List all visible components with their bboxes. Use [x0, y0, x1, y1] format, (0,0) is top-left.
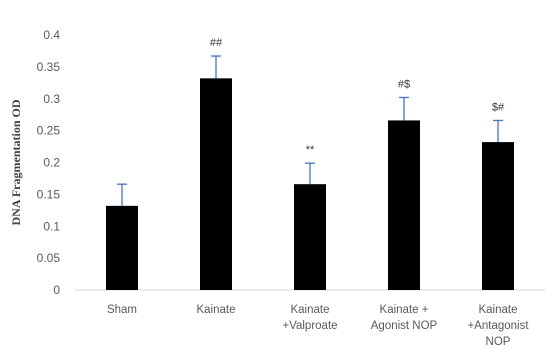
x-category-label-line: Kainate [290, 304, 329, 316]
bar [200, 78, 232, 290]
x-category-label-line: Kainate + [380, 304, 429, 316]
y-tick-label: 0 [53, 283, 60, 297]
x-category-label-line: Kainate [196, 304, 235, 316]
x-category-label-line: Agonist NOP [371, 320, 438, 332]
y-tick-label: 0.25 [37, 124, 61, 138]
y-axis-title: DNA Fragmentation OD [9, 99, 23, 225]
significance-label: ## [210, 37, 223, 49]
y-tick-label: 0.05 [37, 251, 61, 265]
x-category-label-line: Kainate [478, 304, 517, 316]
significance-label: $# [492, 101, 505, 113]
x-category-label-line: NOP [486, 336, 511, 348]
y-tick-label: 0.1 [43, 219, 60, 233]
y-tick-label: 0.2 [43, 156, 60, 170]
significance-label: ** [306, 144, 315, 156]
x-category-label: Kainate + Agonist NOP [371, 304, 438, 332]
x-category-label: Kainate [196, 304, 235, 316]
significance-label: #$ [398, 78, 410, 90]
x-category-label-line: Sham [107, 304, 137, 316]
y-tick-label: 0.15 [37, 187, 61, 201]
x-category-label-line: +Valproate [282, 320, 337, 332]
y-tick-label: 0.4 [43, 28, 60, 42]
y-tick-label: 0.3 [43, 92, 60, 106]
bar [294, 184, 326, 290]
x-category-label: Sham [107, 304, 137, 316]
x-category-label-line: +Antagonist [467, 320, 529, 332]
x-category-label: Kainate +Antagonist NOP [467, 304, 529, 348]
y-tick-label: 0.35 [37, 60, 61, 74]
bar [106, 205, 138, 290]
bar [482, 142, 514, 290]
x-category-label: Kainate +Valproate [282, 304, 337, 332]
bar [388, 120, 420, 290]
